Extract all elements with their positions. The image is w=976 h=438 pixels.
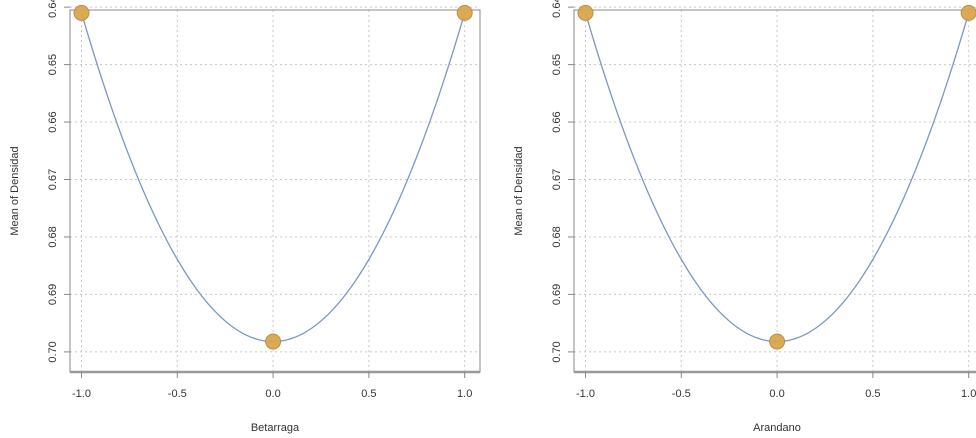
y-tick-label: 0.68: [47, 226, 59, 247]
x-axis-label: Arandano: [753, 422, 801, 434]
x-tick-label: 0.5: [865, 388, 880, 400]
data-point: [456, 4, 473, 21]
data-point: [960, 4, 976, 21]
x-tick-label: 1.0: [961, 388, 976, 400]
x-tick-label: -1.0: [576, 388, 595, 400]
y-tick-label: 0.69: [551, 284, 563, 305]
y-tick-label: 0.68: [551, 226, 563, 247]
y-tick-label: 0.64: [551, 0, 563, 18]
y-tick-label: 0.69: [47, 284, 59, 305]
y-tick-label: 0.64: [47, 0, 59, 18]
fitted-curve: [80, 12, 466, 343]
y-tick-label: 0.70: [47, 341, 59, 362]
y-tick-label: 0.67: [47, 169, 59, 190]
x-tick-label: -0.5: [672, 388, 691, 400]
x-tick-label: 0.0: [769, 388, 784, 400]
fitted-curve: [584, 12, 970, 343]
data-point: [769, 333, 786, 350]
x-tick-label: 0.0: [265, 388, 280, 400]
x-tick-label: -0.5: [168, 388, 187, 400]
x-axis-label: Betarraga: [251, 422, 300, 434]
y-axis-label: Mean of Densidad: [513, 146, 525, 235]
y-axis-label: Mean of Densidad: [9, 146, 21, 235]
data-point: [265, 333, 282, 350]
y-tick-label: 0.65: [551, 54, 563, 75]
y-tick-label: 0.70: [551, 341, 563, 362]
y-tick-label: 0.67: [551, 169, 563, 190]
chart-panel-2: -1.0 -0.5 0.0 0.5 1.0 0.64 0.65 0.66 0.67 0.68 0.6…: [513, 0, 976, 434]
data-point: [577, 4, 594, 21]
x-tick-label: 0.5: [361, 388, 376, 400]
chart-panel-1: -1.0 -0.5 0.0 0.5 1.0 0.64 0.65 0.66 0.67 0.68 0.6…: [9, 0, 481, 434]
data-point: [73, 4, 90, 21]
y-tick-label: 0.65: [47, 54, 59, 75]
x-tick-label: 1.0: [457, 388, 472, 400]
x-tick-label: -1.0: [72, 388, 91, 400]
y-tick-label: 0.66: [551, 111, 563, 132]
y-tick-label: 0.66: [47, 111, 59, 132]
